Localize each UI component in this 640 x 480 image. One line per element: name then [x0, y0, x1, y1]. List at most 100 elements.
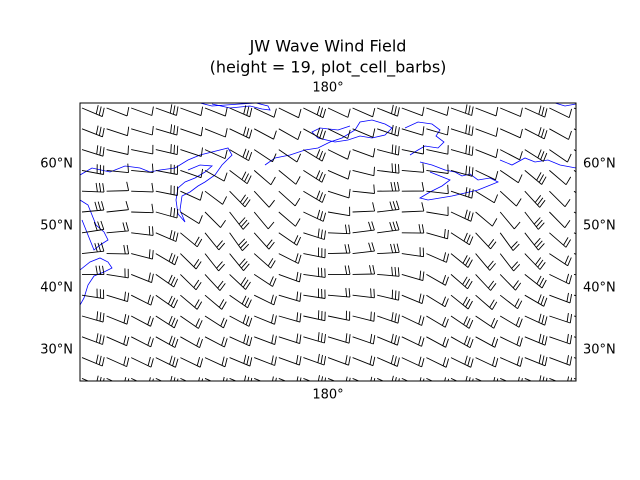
wind-barb	[524, 354, 548, 367]
wind-barb	[500, 128, 523, 139]
wind-barb	[131, 377, 154, 381]
wind-barb	[229, 294, 252, 309]
wind-barb	[278, 170, 301, 185]
wind-barb	[180, 232, 203, 248]
wind-barb	[229, 211, 250, 230]
lat-label: 50°N	[583, 219, 616, 234]
wind-barb	[401, 293, 425, 305]
wind-barb	[81, 125, 105, 138]
wind-barb	[426, 145, 449, 155]
wind-barb	[180, 274, 202, 291]
wind-barb	[229, 334, 253, 347]
wind-barb	[253, 149, 277, 163]
wind-barb	[278, 232, 302, 246]
wind-barb	[229, 126, 253, 139]
wind-barb	[377, 312, 400, 324]
wind-barb	[278, 211, 301, 227]
wind-barb	[180, 126, 204, 137]
wind-barb	[377, 266, 400, 277]
wind-barb	[180, 253, 202, 270]
wind-barb	[327, 287, 351, 298]
wind-barb	[401, 315, 425, 326]
wind-barb	[377, 333, 400, 346]
wind-barb	[549, 149, 572, 163]
wind-barb	[475, 190, 499, 204]
wind-barb	[253, 170, 276, 186]
lat-label: 60°N	[40, 157, 73, 172]
subtitle: (height = 19, plot_cell_barbs)	[210, 58, 447, 78]
wind-barb	[499, 274, 522, 291]
wind-barb	[524, 170, 547, 185]
coastline	[80, 199, 109, 251]
coastline	[404, 121, 445, 156]
wind-barb	[81, 242, 105, 255]
wind-barb	[81, 288, 105, 300]
wind-barb	[524, 232, 545, 251]
wind-barb	[401, 270, 425, 282]
wind-barb	[500, 107, 523, 117]
lat-label: 30°N	[40, 343, 73, 358]
wind-barb	[426, 357, 450, 368]
wind-barb	[549, 170, 572, 186]
wind-barb	[303, 149, 326, 162]
wind-barb	[131, 144, 154, 155]
wind-barb	[180, 294, 203, 310]
wind-barb	[253, 274, 277, 287]
wind-barb	[450, 335, 474, 348]
wind-barb	[204, 274, 226, 291]
wind-barb	[426, 228, 449, 240]
map-frame	[79, 102, 577, 382]
wind-barb	[180, 377, 204, 381]
wind-barb	[549, 292, 573, 304]
wind-barb	[180, 190, 204, 201]
wind-barb	[426, 184, 449, 195]
wind-barb	[278, 355, 302, 366]
wind-barb	[499, 253, 521, 272]
wind-barb	[500, 336, 523, 347]
wind-barb	[155, 185, 178, 196]
wind-barb	[229, 253, 250, 271]
wind-barb	[377, 289, 400, 301]
wind-barb	[475, 148, 499, 159]
wind-barb	[499, 294, 523, 310]
wind-barb	[229, 105, 253, 118]
wind-barb	[524, 313, 548, 326]
wind-barb	[106, 126, 130, 137]
wind-barb	[401, 182, 425, 192]
wind-barb	[278, 271, 302, 283]
wind-barb	[131, 126, 154, 136]
wind-barb	[278, 190, 301, 207]
wind-barb	[254, 107, 277, 118]
lat-label: 30°N	[583, 343, 616, 358]
wind-barb	[524, 127, 548, 140]
wind-barb	[327, 128, 351, 139]
wind-barb	[229, 190, 251, 208]
wind-barb	[130, 294, 154, 306]
lon-label: 180°	[312, 81, 343, 96]
wind-barb	[204, 253, 225, 272]
wind-barb	[155, 335, 179, 348]
wind-barb	[450, 124, 474, 136]
wind-barb	[204, 107, 228, 117]
coastline	[199, 103, 271, 111]
wind-barb	[204, 376, 228, 381]
wind-barb	[475, 294, 498, 310]
wind-barb	[549, 128, 572, 140]
wind-barb	[278, 107, 302, 119]
wind-barb	[352, 333, 376, 345]
coastlines	[80, 103, 576, 306]
wind-barb	[426, 125, 449, 136]
wind-barb	[475, 315, 498, 329]
wind-barb	[155, 355, 179, 368]
wind-barb	[278, 312, 302, 323]
coastline	[499, 157, 576, 169]
coastline	[418, 161, 499, 201]
wind-barb	[106, 181, 130, 192]
wind-barb	[254, 355, 277, 366]
wind-barb	[81, 333, 105, 345]
wind-barb	[524, 105, 548, 118]
wind-barb	[106, 291, 130, 303]
wind-barb	[549, 355, 573, 366]
wind-barb	[106, 268, 129, 279]
